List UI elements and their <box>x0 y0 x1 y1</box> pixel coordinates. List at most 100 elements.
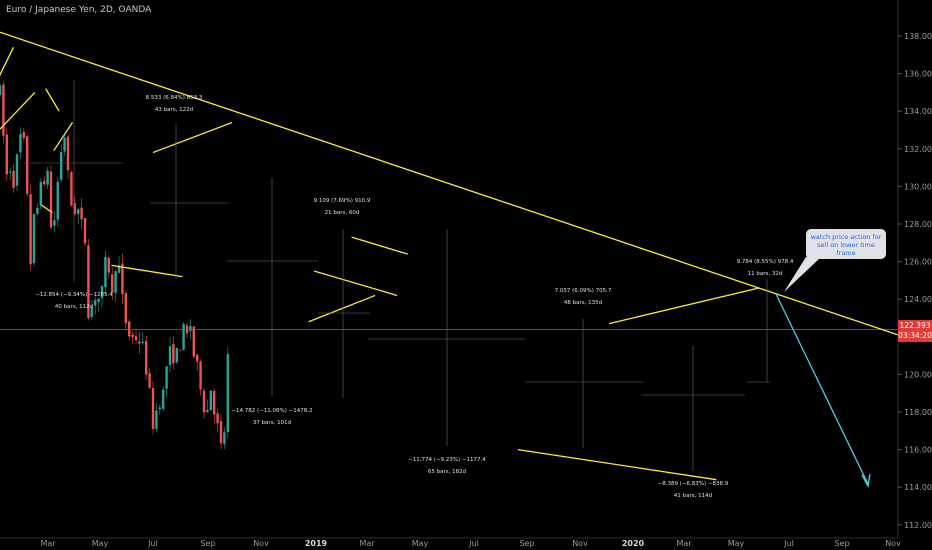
candle-body <box>19 133 22 153</box>
candle-body <box>80 207 83 220</box>
pattern-line <box>111 264 183 278</box>
chart-title: Euro / Japanese Yen, 2D, OANDA <box>6 5 152 15</box>
candle-body <box>29 194 32 265</box>
pattern-line <box>0 46 15 77</box>
candle-body <box>22 132 25 138</box>
candle-body <box>90 307 93 318</box>
x-tick-label: May <box>92 539 109 548</box>
y-tick-label: 128.000 <box>904 220 932 229</box>
candle-body <box>46 170 49 185</box>
candle-body <box>87 245 90 319</box>
x-tick-label: Jul <box>783 539 794 548</box>
x-tick-label: Nov <box>885 539 901 548</box>
pattern-line <box>517 448 717 481</box>
x-tick-label: Nov <box>572 539 588 548</box>
candle-body <box>219 421 223 444</box>
y-tick-label: 138.000 <box>904 32 932 41</box>
bar-countdown: 03:34:20 <box>898 331 932 340</box>
candle-body <box>114 271 117 293</box>
x-tick-label: 2019 <box>305 539 328 548</box>
x-tick-label: Jul <box>147 539 158 548</box>
last-price-badge: 122.393 03:34:20 <box>898 320 932 342</box>
measure-label-bars: 21 bars, 60d <box>325 210 360 216</box>
candle-body <box>179 349 182 351</box>
candle-body <box>226 354 229 432</box>
candle-body <box>43 181 46 185</box>
measure-label-bars: 40 bars, 112d <box>55 304 93 310</box>
x-tick-label: Mar <box>40 539 56 548</box>
y-tick-label: 132.000 <box>904 145 932 154</box>
projection-arrow <box>775 293 869 485</box>
x-tick-label: Sep <box>834 539 849 548</box>
candle-body <box>63 137 66 152</box>
candle-body <box>158 407 161 410</box>
candle-body <box>9 171 12 173</box>
y-tick-label: 130.000 <box>904 182 932 191</box>
candle-body <box>39 181 42 206</box>
candle-body <box>97 298 100 303</box>
y-tick-label: 118.000 <box>904 408 932 417</box>
pattern-line <box>0 91 36 131</box>
candle-body <box>2 84 5 136</box>
candle-body <box>141 341 144 343</box>
measure-annotations: 8.533 (6.84%) 853.3 43 bars, 122d −12.854 … <box>35 95 794 499</box>
candle-body <box>182 324 185 350</box>
candle-body <box>66 136 70 171</box>
candle-body <box>77 209 80 215</box>
y-tick-label: 114.000 <box>904 483 932 492</box>
candle-body <box>223 432 226 445</box>
candle-body <box>155 410 158 429</box>
candle-body <box>12 170 15 188</box>
candle-body <box>107 257 110 273</box>
candle-body <box>53 220 56 226</box>
x-tick-label: Sep <box>200 539 215 548</box>
candle-body <box>60 151 63 180</box>
candle-body <box>165 366 168 389</box>
candle-body <box>192 326 195 357</box>
candle-body <box>202 390 206 413</box>
measure-label-change: 7.057 (6.09%) 705.7 <box>555 288 612 294</box>
measure-label-bars: 65 bars, 182d <box>428 469 466 475</box>
measure-label-bars: 41 bars, 114d <box>674 493 712 499</box>
candle-body <box>189 326 192 332</box>
pattern-line <box>45 88 60 112</box>
pattern-line <box>53 122 74 152</box>
pattern-line <box>152 121 233 154</box>
pattern-line <box>41 204 53 214</box>
y-tick-label: 116.000 <box>904 446 932 455</box>
x-tick-label: Sep <box>519 539 534 548</box>
candle-body <box>117 265 121 273</box>
trade-note-callout[interactable]: watch price action for sell on lower tim… <box>806 229 886 259</box>
candle-body <box>172 344 175 364</box>
time-axis: Mar May Jul Sep Nov 2019 Mar May Jul Sep Nov 2020 Ma… <box>40 539 901 548</box>
x-tick-label: Nov <box>253 539 269 548</box>
candle-body <box>70 172 73 206</box>
candle-body <box>145 341 148 375</box>
x-tick-label: May <box>412 539 429 548</box>
candle-body <box>162 389 165 409</box>
candle-body <box>175 347 178 363</box>
candle-body <box>104 256 107 288</box>
pattern-line <box>608 287 760 325</box>
measure-label-change: 9.109 (7.69%) 910.9 <box>314 198 371 204</box>
x-tick-label: May <box>728 539 745 548</box>
x-tick-label: Mar <box>359 539 375 548</box>
candle-body <box>213 390 216 415</box>
candle-body <box>111 274 114 293</box>
candle-body <box>124 293 127 324</box>
candle-body <box>56 181 59 220</box>
candle-body <box>32 214 36 264</box>
candle-body <box>100 285 104 298</box>
candle-body <box>131 334 134 338</box>
candle-body <box>0 85 2 95</box>
callout-pointer <box>784 257 820 292</box>
measure-label-change: 8.533 (6.84%) 853.3 <box>146 95 203 101</box>
pattern-line <box>313 270 398 297</box>
candle-body <box>26 136 29 194</box>
candle-body <box>209 390 212 411</box>
measure-label-change: −14.782 (−11.08%) −1478.2 <box>231 408 312 414</box>
pattern-line <box>351 236 409 255</box>
measure-label-change: −11.774 (−9.23%) −1177.4 <box>408 457 486 463</box>
candle-body <box>199 361 202 390</box>
